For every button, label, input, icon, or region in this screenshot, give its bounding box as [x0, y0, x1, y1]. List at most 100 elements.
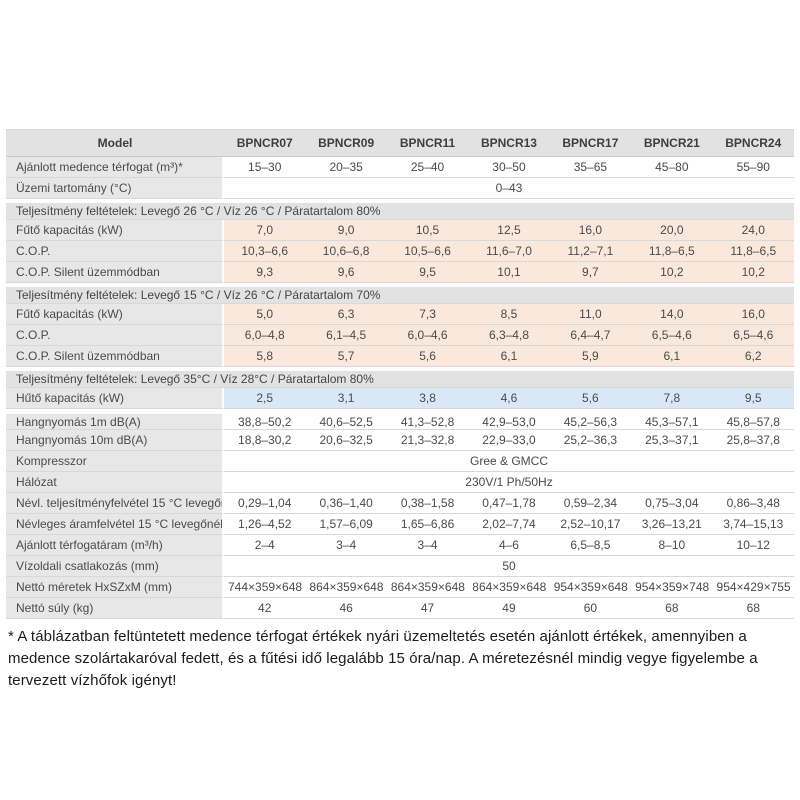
- cell-value: 11,2–7,1: [549, 241, 632, 262]
- section-header-label: Teljesítmény feltételek: Levegő 26 °C / …: [6, 199, 794, 220]
- cell-value: 10,2: [631, 262, 713, 283]
- row-label: Névl. teljesítményfelvétel 15 °C levegőn…: [6, 493, 224, 514]
- table-row: Ajánlott medence térfogat (m³)* 15–30 20–3…: [6, 157, 794, 178]
- table-row: Névleges áramfelvétel 15 °C levegőnél (A…: [6, 514, 794, 535]
- table-header-row: Model BPNCR07 BPNCR09 BPNCR11 BPNCR13 BPNCR17…: [6, 130, 794, 157]
- table-row: Nettó méretek HxSZxM (mm) 744×359×648 864×…: [6, 577, 794, 598]
- cell-value: 6,1–4,5: [305, 325, 387, 346]
- cell-value: 10,5–6,6: [386, 241, 469, 262]
- column-header-bpncr13: BPNCR13: [468, 130, 550, 157]
- cell-value: 744×359×648: [224, 577, 306, 598]
- cell-value: 10,5: [386, 220, 469, 241]
- cell-value: 3–4: [386, 535, 469, 556]
- cell-value: 30–50: [468, 157, 550, 178]
- cell-value: 6,3: [305, 304, 387, 325]
- footnote: * A táblázatban feltüntetett medence tér…: [8, 628, 758, 689]
- row-label: Ajánlott térfogatáram (m³/h): [6, 535, 224, 556]
- row-label: Kompresszor: [6, 451, 224, 472]
- table-row: Nettó súly (kg) 42 46 47 49 60 68 68: [6, 598, 794, 619]
- cell-value: 9,6: [305, 262, 387, 283]
- cell-value: 0,29–1,04: [224, 493, 306, 514]
- merged-cell-value: Gree & GMCC: [224, 451, 794, 472]
- model-column-header: Model: [6, 130, 224, 157]
- cell-value: 20,6–32,5: [305, 430, 387, 451]
- column-header-bpncr21: BPNCR21: [631, 130, 713, 157]
- table-row: Kompresszor Gree & GMCC: [6, 451, 794, 472]
- cell-value: 5,8: [224, 346, 306, 367]
- cell-value: 954×359×748: [631, 577, 713, 598]
- row-label: Hangnyomás 10m dB(A): [6, 430, 224, 451]
- cell-value: 11,6–7,0: [468, 241, 550, 262]
- cell-value: 3,1: [305, 388, 387, 409]
- cell-value: 3–4: [305, 535, 387, 556]
- row-label: Nettó súly (kg): [6, 598, 224, 619]
- cell-value: 15–30: [224, 157, 306, 178]
- cell-value: 1,26–4,52: [224, 514, 306, 535]
- cell-value: 3,8: [386, 388, 469, 409]
- cell-value: 6,0–4,6: [386, 325, 469, 346]
- cell-value: 68: [712, 598, 794, 619]
- section-header-row: Teljesítmény feltételek: Levegő 26 °C / …: [6, 199, 794, 220]
- cell-value: 7,3: [386, 304, 469, 325]
- cell-value: 5,6: [549, 388, 632, 409]
- row-label: Ajánlott medence térfogat (m³)*: [6, 157, 224, 178]
- cell-value: 42: [224, 598, 306, 619]
- cell-value: 20–35: [305, 157, 387, 178]
- cell-value: 20,0: [631, 220, 713, 241]
- cell-value: 10,3–6,6: [224, 241, 306, 262]
- cell-value: 864×359×648: [468, 577, 550, 598]
- cell-value: 9,5: [712, 388, 794, 409]
- cell-value: 8–10: [631, 535, 713, 556]
- cell-value: 10–12: [712, 535, 794, 556]
- cell-value: 11,8–6,5: [712, 241, 794, 262]
- column-header-bpncr24: BPNCR24: [712, 130, 794, 157]
- row-label: Hangnyomás 1m dB(A): [6, 409, 224, 430]
- table-row: C.O.P. Silent üzemmódban 9,3 9,6 9,5 10,1 9,7…: [6, 262, 794, 283]
- table-row: Hangnyomás 10m dB(A) 18,8–30,2 20,6–32,5 21…: [6, 430, 794, 451]
- cell-value: 35–65: [549, 157, 632, 178]
- section-header-row: Teljesítmény feltételek: Levegő 15 °C / …: [6, 283, 794, 304]
- cell-value: 21,3–32,8: [386, 430, 469, 451]
- cell-value: 46: [305, 598, 387, 619]
- table-row: Üzemi tartomány (°C) 0–43: [6, 178, 794, 199]
- cell-value: 2–4: [224, 535, 306, 556]
- cell-value: 24,0: [712, 220, 794, 241]
- cell-value: 11,0: [549, 304, 632, 325]
- cell-value: 16,0: [712, 304, 794, 325]
- table-row: Ajánlott térfogatáram (m³/h) 2–4 3–4 3–4 4–6…: [6, 535, 794, 556]
- cell-value: 25–40: [386, 157, 469, 178]
- row-label: C.O.P. Silent üzemmódban: [6, 346, 224, 367]
- cell-value: 49: [468, 598, 550, 619]
- table-row: Vízoldali csatlakozás (mm) 50: [6, 556, 794, 577]
- cell-value: 25,2–36,3: [549, 430, 632, 451]
- cell-value: 25,8–37,8: [712, 430, 794, 451]
- row-label: Hálózat: [6, 472, 224, 493]
- cell-value: 10,1: [468, 262, 550, 283]
- cell-value: 6,1: [631, 346, 713, 367]
- cell-value: 16,0: [549, 220, 632, 241]
- cell-value: 864×359×648: [386, 577, 469, 598]
- cell-value: 6,2: [712, 346, 794, 367]
- cell-value: 3,26–13,21: [631, 514, 713, 535]
- cell-value: 10,2: [712, 262, 794, 283]
- cell-value: 2,5: [224, 388, 306, 409]
- cell-value: 42,9–53,0: [468, 409, 550, 430]
- cell-value: 45–80: [631, 157, 713, 178]
- cell-value: 45,2–56,3: [549, 409, 632, 430]
- column-header-bpncr17: BPNCR17: [549, 130, 632, 157]
- cell-value: 41,3–52,8: [386, 409, 469, 430]
- cell-value: 4–6: [468, 535, 550, 556]
- row-label: Névleges áramfelvétel 15 °C levegőnél (A…: [6, 514, 224, 535]
- cell-value: 45,3–57,1: [631, 409, 713, 430]
- spec-table: Model BPNCR07 BPNCR09 BPNCR11 BPNCR13 BPNCR17…: [6, 129, 794, 619]
- column-header-bpncr07: BPNCR07: [224, 130, 306, 157]
- row-label: C.O.P.: [6, 241, 224, 262]
- cell-value: 60: [549, 598, 632, 619]
- cell-value: 45,8–57,8: [712, 409, 794, 430]
- cell-value: 9,0: [305, 220, 387, 241]
- section-header-label: Teljesítmény feltételek: Levegő 35°C / V…: [6, 367, 794, 388]
- cell-value: 0,47–1,78: [468, 493, 550, 514]
- table-row: Hangnyomás 1m dB(A) 38,8–50,2 40,6–52,5 41,…: [6, 409, 794, 430]
- cell-value: 6,5–4,6: [712, 325, 794, 346]
- cell-value: 2,02–7,74: [468, 514, 550, 535]
